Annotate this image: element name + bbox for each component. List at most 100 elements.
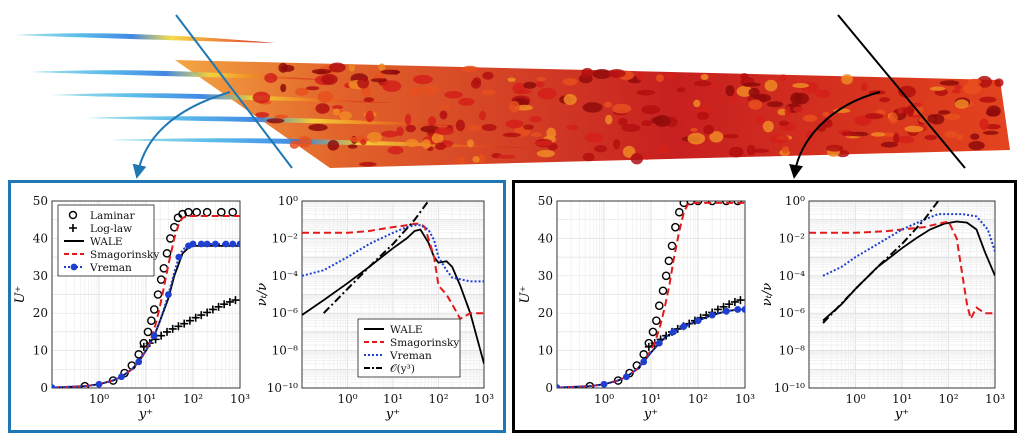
- vortex-blob: [502, 132, 521, 138]
- point-laminar: [149, 305, 159, 314]
- vortex-blob: [317, 91, 333, 103]
- vortex-blob: [378, 63, 386, 71]
- x-axis-label: y⁺: [385, 407, 400, 422]
- vortex-blob: [748, 99, 763, 110]
- vortex-blob: [507, 77, 516, 83]
- y-tick-label: 10⁻⁶: [779, 306, 806, 320]
- point-vreman: [640, 358, 648, 366]
- vortex-blob: [636, 71, 645, 81]
- vortex-blob: [954, 99, 969, 109]
- vortex-blob: [584, 132, 604, 143]
- vortex-blob: [746, 144, 756, 156]
- vortex-blob: [439, 110, 448, 120]
- y-axis-label: U⁺: [13, 286, 28, 304]
- y-tick-label: 40: [538, 231, 553, 245]
- vortex-blob: [612, 103, 632, 114]
- vortex-blob: [912, 102, 922, 107]
- vortex-blob: [347, 144, 358, 149]
- vortex-blob: [641, 105, 661, 115]
- line-wale: [822, 220, 995, 322]
- vortex-blob: [938, 110, 951, 115]
- line-vreman: [822, 213, 995, 277]
- point-log-law: [191, 313, 200, 322]
- y-tick-label: 10⁻⁴: [272, 269, 299, 283]
- vortex-blob: [470, 79, 482, 89]
- point-vreman: [229, 240, 237, 248]
- point-vreman: [734, 306, 742, 313]
- vortex-blob: [566, 124, 579, 131]
- point-log-law: [225, 297, 234, 306]
- vortex-blob: [264, 73, 278, 83]
- vortex-blob: [643, 154, 651, 160]
- vortex-blob: [802, 114, 818, 122]
- vortex-blob: [654, 115, 671, 127]
- vortex-blob: [924, 134, 937, 141]
- grid: [808, 201, 995, 389]
- vortex-blob: [523, 81, 537, 89]
- x-tick-label: 10⁰: [594, 392, 614, 406]
- vortex-blob: [404, 113, 412, 126]
- vortex-blob: [621, 123, 641, 132]
- x-tick-label: 10⁰: [845, 392, 865, 406]
- vortex-blob: [985, 124, 1001, 130]
- x-tick-label: 10²: [938, 392, 958, 406]
- y-axis-label: U⁺: [518, 286, 533, 304]
- vortex-blob: [422, 139, 431, 149]
- point-vreman: [670, 328, 677, 336]
- vortex-blob: [604, 101, 612, 108]
- grid: [556, 200, 745, 389]
- vortex-blob: [904, 125, 924, 133]
- y-tick-label: 30: [33, 269, 48, 283]
- vortex-blob: [529, 116, 542, 123]
- vortex-blob: [630, 153, 644, 165]
- vortex-blob: [332, 108, 340, 116]
- vortex-blob: [255, 112, 270, 118]
- vortex-blob: [792, 106, 804, 112]
- left-viscosity-chart: 10⁰ 10¹ 10² 10³ 10⁰ 10⁻² 10⁻⁴ 10⁻⁶ 10⁻⁸ 10⁻¹⁰ y⁺ νₜ…: [255, 194, 494, 422]
- vortex-blob: [381, 130, 399, 138]
- point-vreman: [118, 373, 125, 381]
- vortex-blob: [280, 83, 287, 93]
- vortex-blob: [481, 89, 496, 96]
- x-tick-label: 10³: [985, 392, 1005, 406]
- y-tick-label: 10⁻¹⁰: [267, 381, 298, 395]
- vortex-blob: [898, 85, 916, 98]
- vortex-blob: [455, 119, 465, 132]
- vortex-blob: [897, 135, 915, 144]
- y-tick-label: 10⁻¹⁰: [774, 381, 805, 395]
- vortex-blob: [534, 140, 554, 147]
- point-vreman: [655, 339, 663, 347]
- point-laminar: [658, 286, 668, 296]
- vortex-blob: [805, 130, 814, 140]
- vortex-blob: [655, 74, 665, 82]
- vortex-blob: [461, 65, 479, 73]
- vortex-blob: [440, 105, 451, 110]
- y-tick-label: 0: [40, 381, 48, 395]
- vortex-blob: [477, 154, 486, 164]
- arrow-left-icon: [132, 91, 231, 179]
- line-vreman: [557, 308, 745, 388]
- vortex-blob: [641, 120, 653, 127]
- vortex-blob: [929, 86, 946, 91]
- vortex-blob: [977, 75, 992, 88]
- vortex-blob: [297, 136, 312, 148]
- vortex-blob: [563, 94, 577, 105]
- vortex-blob: [281, 64, 295, 72]
- point-vreman: [203, 240, 211, 248]
- y-tick-label: 30: [538, 269, 553, 283]
- point-laminar: [143, 327, 153, 337]
- legend-swatch-loglaw: [69, 224, 77, 232]
- vortex-blob: [841, 74, 853, 85]
- vortex-blob: [888, 112, 898, 124]
- vortex-blob: [370, 78, 387, 83]
- vortex-blob: [893, 132, 900, 145]
- point-laminar: [654, 301, 664, 311]
- vortex-blob: [481, 124, 497, 131]
- vortex-blob: [779, 120, 789, 126]
- vortex-blob: [582, 152, 595, 162]
- point-log-law: [157, 331, 166, 340]
- legend-label-wale: WALE: [390, 324, 423, 336]
- plot-area: [51, 200, 241, 389]
- vortex-blob: [536, 149, 555, 158]
